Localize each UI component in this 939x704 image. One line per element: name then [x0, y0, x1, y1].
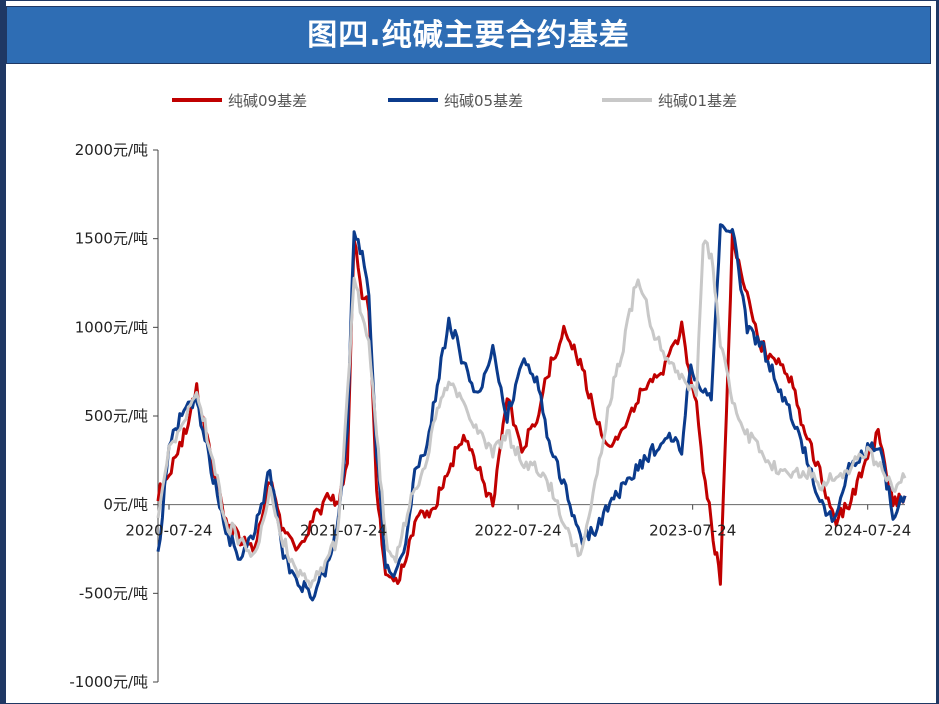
right-edge-bar [936, 0, 939, 704]
y-tick-label: -500元/吨 [79, 584, 148, 602]
y-tick-label: 2000元/吨 [75, 141, 148, 159]
y-tick-label: 0元/吨 [103, 496, 148, 514]
y-tick-label: -1000元/吨 [69, 673, 148, 691]
x-tick-label: 2023-07-24 [649, 522, 736, 540]
left-edge-bar [0, 0, 6, 704]
x-tick-label: 2020-07-24 [125, 522, 212, 540]
series-line-2 [156, 223, 907, 602]
y-tick-label: 500元/吨 [84, 407, 148, 425]
x-tick-label: 2022-07-24 [475, 522, 562, 540]
y-tick-label: 1500元/吨 [75, 230, 148, 248]
legend-label: 纯碱01基差 [658, 92, 737, 110]
series-line-1 [156, 231, 907, 586]
legend-label: 纯碱05基差 [444, 92, 523, 110]
legend-label: 纯碱09基差 [228, 92, 307, 110]
title-banner: 图四.纯碱主要合约基差 [6, 6, 931, 64]
series-line-3 [156, 239, 907, 589]
y-tick-label: 1000元/吨 [75, 318, 148, 336]
x-tick-label: 2021-07-24 [300, 522, 387, 540]
chart-title: 图四.纯碱主要合约基差 [307, 18, 630, 53]
x-tick-label: 2024-07-24 [824, 522, 911, 540]
